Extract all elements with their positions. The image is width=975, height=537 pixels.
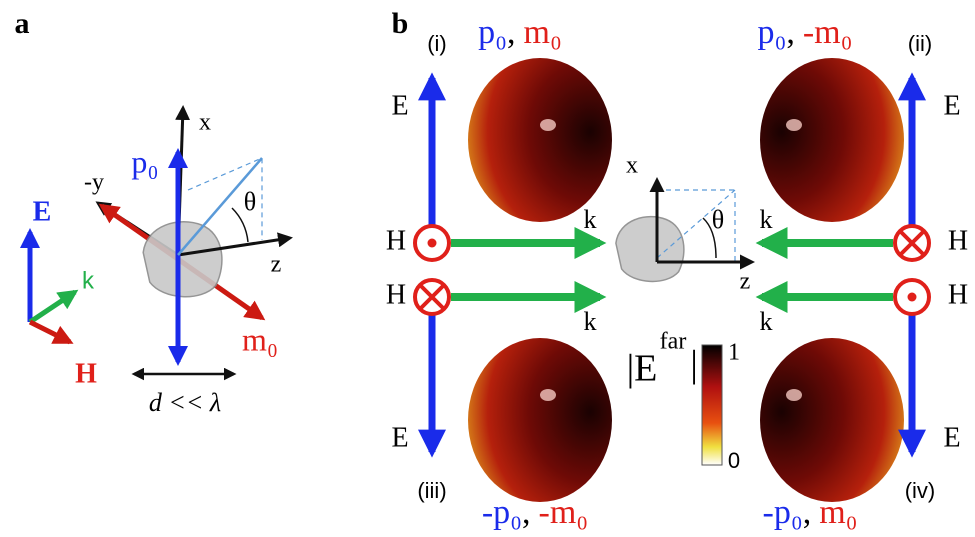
k-axis [30,292,75,322]
state-id: (i) [427,31,447,56]
highlight [786,119,802,131]
state-title: p₀,-m₀ [758,14,853,51]
figure: aEkHx-yzθp₀m₀d << λbEHk(i)p₀,m₀EHk(ii)p₀… [0,0,975,537]
highlight [540,119,556,131]
electric-moment: -p₀ [763,494,803,531]
size-note: d << λ [149,388,221,417]
k-label: k [82,267,95,294]
magnetic-moment: m₀ [819,494,857,531]
radiation-lobe [760,58,904,222]
colorbar-min: 0 [728,448,740,473]
h-dot [908,293,917,302]
particle [143,222,222,297]
highlight [540,389,556,401]
e-label: E [391,90,408,121]
electric-moment: p₀ [758,14,787,51]
axis-label: z [740,269,751,295]
electric-moment: -p₀ [482,494,522,531]
h-label: H [948,279,968,310]
h-axis [30,322,70,342]
magnetic-moment: m₀ [524,14,562,51]
angle-label: θ [712,205,724,234]
state-id: (ii) [908,31,932,56]
h-label: H [948,225,968,256]
radiation-lobe [468,58,612,222]
colorbar-closing: | [690,344,698,386]
highlight [786,389,802,401]
separator: , [507,14,516,51]
state-id: (iv) [905,478,936,503]
axis-label: z [271,252,282,278]
e-label: E [943,422,960,453]
panel-label: a [15,7,30,40]
e-label: E [33,196,52,227]
state-title: -p₀,m₀ [763,494,858,531]
separator: , [786,14,795,51]
magnetic-moment: -m₀ [539,494,589,531]
separator: , [522,494,531,531]
axis-label: -y [84,170,104,196]
colorbar-superscript: far [660,329,687,355]
magnetic-label: m₀ [242,321,278,357]
k-label: k [584,205,597,234]
electric-moment: p₀ [478,14,507,51]
colorbar-max: 1 [728,340,740,366]
k-label: k [760,307,773,336]
dipole-label: p₀ [131,143,158,179]
h-label: H [386,279,406,310]
h-label: H [386,225,406,256]
particle [616,217,684,282]
axis-label: x [199,110,211,136]
state-id: (iii) [417,478,446,503]
radiation-lobe [468,338,612,502]
k-label: k [760,205,773,234]
e-label: E [391,422,408,453]
state-title: p₀,m₀ [478,14,562,51]
h-label: H [75,358,97,389]
h-dot [428,239,437,248]
separator: , [803,494,812,531]
panel-label: b [392,7,409,40]
colorbar-symbol: |E [627,348,658,390]
colorbar [702,345,722,465]
magnetic-moment: -m₀ [803,14,853,51]
e-label: E [943,90,960,121]
radiation-lobe [760,338,904,502]
angle-label: θ [244,187,256,216]
axis-label: x [626,153,638,179]
k-label: k [584,307,597,336]
